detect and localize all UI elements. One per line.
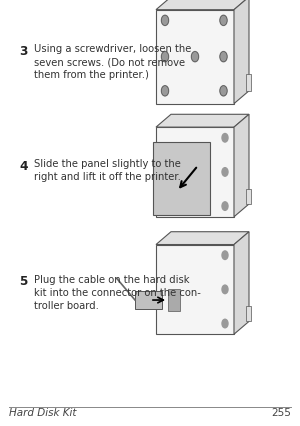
Bar (246, 190, 250, 204)
Bar (168, 290, 180, 311)
Circle shape (161, 52, 169, 63)
Polygon shape (156, 115, 249, 128)
Circle shape (222, 202, 228, 211)
Circle shape (222, 285, 228, 294)
Circle shape (222, 168, 228, 177)
Polygon shape (234, 0, 249, 104)
Circle shape (222, 251, 228, 260)
Polygon shape (156, 11, 234, 104)
Text: 5: 5 (20, 275, 28, 288)
Text: Plug the cable on the hard disk
kit into the connector on the con-
troller board: Plug the cable on the hard disk kit into… (34, 274, 201, 310)
Circle shape (220, 52, 227, 63)
Bar (153, 143, 210, 215)
Circle shape (222, 134, 228, 143)
Polygon shape (234, 115, 249, 217)
Polygon shape (156, 128, 234, 217)
Bar (246, 75, 250, 92)
Polygon shape (156, 232, 249, 245)
Circle shape (220, 86, 227, 97)
Text: 255: 255 (271, 407, 291, 417)
Text: Using a screwdriver, loosen the
seven screws. (Do not remove
them from the print: Using a screwdriver, loosen the seven sc… (34, 44, 192, 80)
Polygon shape (156, 0, 249, 11)
Polygon shape (234, 232, 249, 334)
Circle shape (222, 320, 228, 328)
Text: 4: 4 (20, 160, 28, 173)
Polygon shape (156, 245, 234, 334)
Circle shape (220, 16, 227, 26)
Text: Hard Disk Kit: Hard Disk Kit (9, 407, 76, 417)
Circle shape (161, 86, 169, 97)
Bar (246, 307, 250, 322)
Text: Slide the panel slightly to the
right and lift it off the printer.: Slide the panel slightly to the right an… (34, 159, 182, 182)
Bar (135, 292, 162, 309)
Text: 3: 3 (20, 45, 28, 58)
Circle shape (191, 52, 199, 63)
Circle shape (161, 16, 169, 26)
